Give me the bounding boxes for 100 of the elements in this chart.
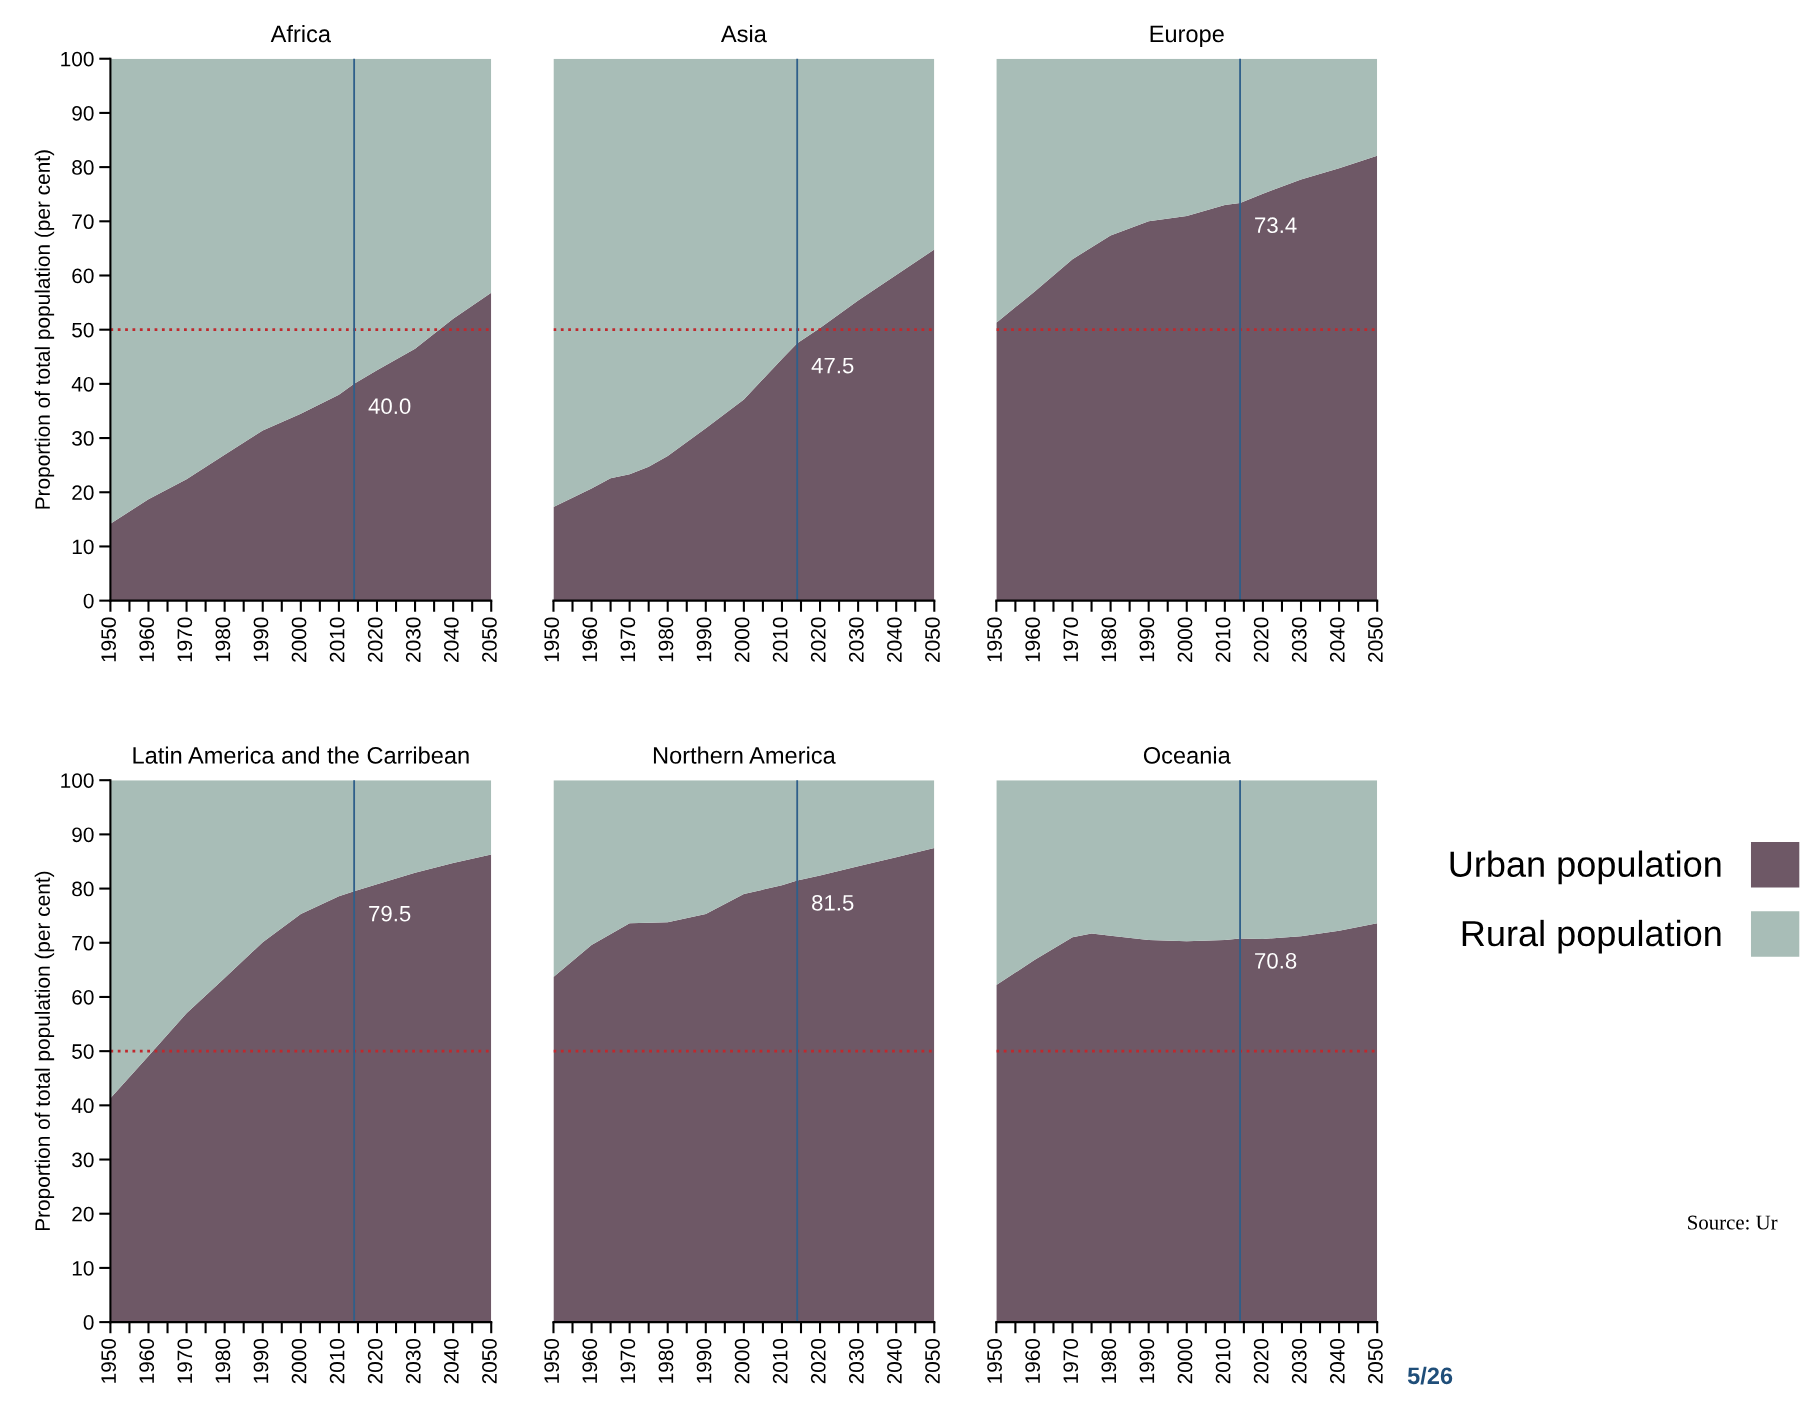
chart-title: Latin America and the Carribean bbox=[133, 746, 469, 764]
y-tick-label: 80 bbox=[72, 881, 94, 897]
y-axis-title: Proportion of total population (per cent) bbox=[34, 150, 55, 509]
x-tick-label: 1960 bbox=[139, 1338, 155, 1383]
data-label: 70.8 bbox=[1255, 952, 1297, 969]
x-tick-label: 1990 bbox=[253, 1338, 269, 1383]
source-note: Source: Ur bbox=[1688, 1215, 1778, 1230]
legend-label: Rural population bbox=[1462, 919, 1721, 954]
x-tick-label: 2000 bbox=[291, 1338, 307, 1384]
x-tick-label: 1950 bbox=[987, 617, 1002, 662]
x-tick-label: 1950 bbox=[101, 1338, 116, 1383]
x-tick-label: 2050 bbox=[925, 617, 940, 662]
x-tick-label: 2040 bbox=[887, 1338, 902, 1384]
x-tick-label: 2000 bbox=[734, 1338, 750, 1384]
x-tick-label: 1980 bbox=[1101, 1338, 1117, 1383]
x-tick-label: 2020 bbox=[367, 1338, 383, 1384]
x-tick-label: 1950 bbox=[987, 1338, 1002, 1383]
x-tick-label: 1950 bbox=[544, 617, 560, 662]
y-tick-label: 40 bbox=[71, 376, 94, 392]
legend-label: Urban population bbox=[1450, 850, 1721, 885]
y-tick-label: 100 bbox=[61, 773, 94, 788]
y-tick-label: 90 bbox=[72, 105, 94, 121]
y-tick-label: 10 bbox=[72, 1260, 94, 1276]
x-tick-label: 2020 bbox=[367, 617, 383, 662]
x-tick-label: 2050 bbox=[482, 617, 497, 662]
x-tick-label: 2040 bbox=[1329, 617, 1345, 662]
x-tick-label: 2020 bbox=[1253, 1338, 1269, 1384]
y-tick-label: 60 bbox=[72, 268, 94, 284]
x-tick-label: 1970 bbox=[620, 1338, 636, 1383]
x-tick-label: 2020 bbox=[810, 1338, 826, 1384]
x-tick-label: 2030 bbox=[405, 617, 421, 662]
x-tick-label: 1960 bbox=[139, 617, 155, 662]
x-tick-label: 2010 bbox=[1215, 1338, 1231, 1384]
x-tick-label: 1950 bbox=[101, 617, 116, 662]
x-tick-label: 2020 bbox=[1253, 617, 1269, 662]
x-tick-label: 2050 bbox=[1368, 1338, 1383, 1384]
x-tick-label: 2000 bbox=[734, 617, 750, 662]
x-tick-label: 2010 bbox=[1215, 617, 1231, 662]
y-tick-label: 20 bbox=[72, 1206, 94, 1222]
x-tick-label: 1990 bbox=[1139, 1338, 1155, 1383]
x-tick-label: 2010 bbox=[772, 1338, 788, 1384]
x-tick-label: 1980 bbox=[1101, 617, 1117, 662]
x-tick-label: 2010 bbox=[329, 1338, 345, 1384]
text: 5/26 bbox=[1407, 1366, 1453, 1385]
x-tick-label: 2030 bbox=[405, 1338, 421, 1384]
chart-title: Northern America bbox=[653, 746, 836, 764]
x-tick-label: 1990 bbox=[1139, 617, 1155, 662]
y-axis-title: Proportion of total population (per cent) bbox=[34, 871, 55, 1231]
x-tick-label: 1990 bbox=[696, 617, 712, 662]
x-tick-label: 1960 bbox=[582, 1338, 598, 1383]
data-label: 40.0 bbox=[368, 398, 411, 415]
x-tick-label: 1970 bbox=[1063, 1338, 1079, 1383]
y-tick-label: 100 bbox=[61, 51, 94, 67]
x-tick-label: 1980 bbox=[658, 1338, 674, 1383]
x-tick-label: 2040 bbox=[443, 1338, 459, 1384]
x-tick-label: 2050 bbox=[1368, 617, 1383, 662]
x-tick-label: 1970 bbox=[620, 617, 636, 662]
chart-title: Oceania bbox=[1143, 746, 1231, 764]
y-tick-label: 30 bbox=[72, 1152, 94, 1168]
x-tick-label: 1970 bbox=[177, 617, 193, 662]
x-tick-label: 2020 bbox=[810, 617, 826, 662]
x-tick-label: 1960 bbox=[1025, 1338, 1041, 1383]
x-tick-label: 2010 bbox=[329, 617, 345, 662]
x-tick-label: 1960 bbox=[582, 617, 598, 662]
x-tick-label: 2000 bbox=[1177, 617, 1193, 662]
x-tick-label: 2040 bbox=[887, 617, 902, 662]
y-tick-label: 20 bbox=[72, 485, 94, 501]
y-tick-label: 30 bbox=[72, 431, 94, 446]
y-tick-label: 10 bbox=[72, 539, 94, 555]
y-tick-label: 0 bbox=[83, 1315, 94, 1330]
x-tick-label: 1970 bbox=[1063, 617, 1079, 662]
y-tick-label: 0 bbox=[83, 593, 94, 609]
x-tick-label: 1980 bbox=[215, 617, 231, 662]
x-tick-label: 2030 bbox=[1291, 1338, 1307, 1384]
x-tick-label: 2040 bbox=[1329, 1338, 1345, 1384]
x-tick-label: 1990 bbox=[696, 1338, 712, 1383]
y-tick-label: 40 bbox=[71, 1098, 94, 1114]
x-tick-label: 2010 bbox=[772, 617, 788, 662]
y-tick-label: 90 bbox=[72, 827, 94, 843]
x-tick-label: 2000 bbox=[1177, 1338, 1193, 1384]
data-label: 79.5 bbox=[369, 905, 411, 922]
y-tick-label: 60 bbox=[72, 989, 94, 1005]
x-tick-label: 2000 bbox=[291, 617, 307, 662]
data-label: 47.5 bbox=[811, 357, 854, 374]
x-tick-label: 1960 bbox=[1025, 617, 1041, 662]
x-tick-label: 2040 bbox=[443, 617, 459, 662]
y-tick-label: 80 bbox=[72, 160, 94, 175]
chart-title: Asia bbox=[720, 24, 767, 43]
y-tick-label: 50 bbox=[72, 322, 94, 338]
x-tick-label: 1980 bbox=[658, 617, 674, 662]
y-tick-label: 70 bbox=[72, 214, 94, 230]
x-tick-label: 1970 bbox=[177, 1338, 193, 1383]
x-tick-label: 1990 bbox=[253, 617, 269, 662]
x-tick-label: 1980 bbox=[215, 1338, 231, 1383]
chart-title: Africa bbox=[270, 24, 331, 43]
y-tick-label: 70 bbox=[72, 935, 94, 951]
x-tick-label: 2030 bbox=[848, 617, 864, 662]
x-tick-label: 1950 bbox=[544, 1338, 560, 1383]
x-tick-label: 2050 bbox=[925, 1338, 940, 1384]
chart-title: Europe bbox=[1150, 25, 1224, 47]
